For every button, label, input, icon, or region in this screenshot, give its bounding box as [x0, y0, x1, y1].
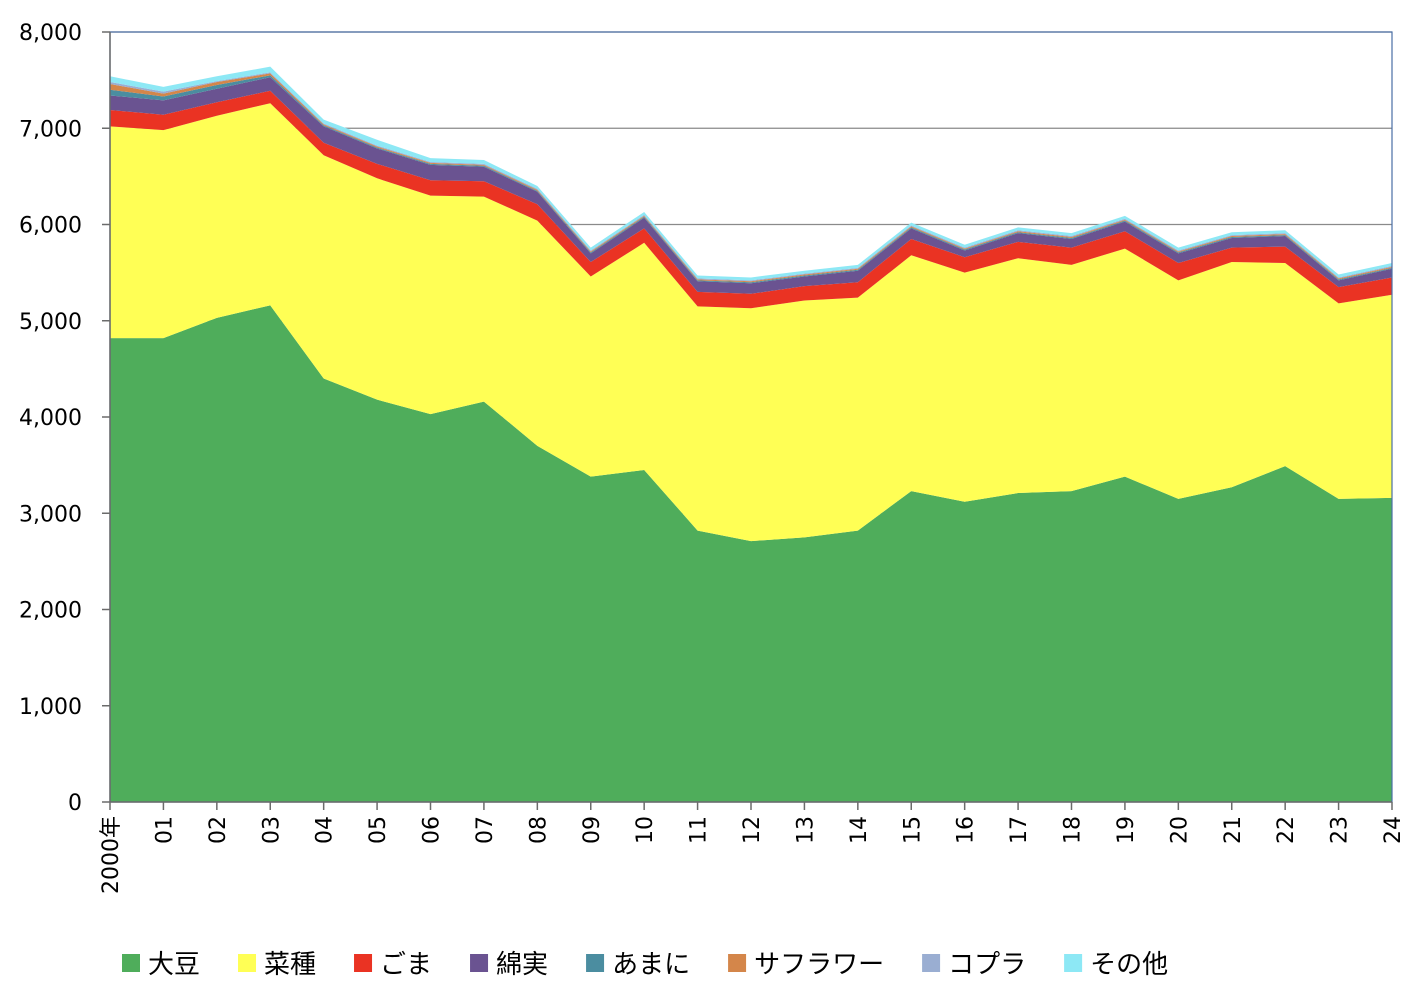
legend-label: 大豆 [148, 950, 200, 980]
legend-swatch [354, 954, 373, 972]
y-tick-label: 4,000 [19, 406, 82, 431]
x-tick-label: 23 [1328, 816, 1353, 844]
legend-label: あまに [612, 950, 690, 980]
y-tick-label: 3,000 [19, 502, 82, 527]
x-tick-label: 07 [473, 816, 498, 844]
y-tick-label: 8,000 [19, 21, 82, 46]
x-tick-label: 19 [1114, 816, 1139, 844]
area-series-1 [110, 305, 1392, 802]
legend-label: その他 [1090, 950, 1168, 980]
series-areas [110, 66, 1392, 802]
x-tick-label: 08 [526, 816, 551, 844]
axes [102, 31, 1393, 810]
y-tick-labels: 0 1,000 2,000 3,000 4,000 5,000 6,000 7,000 8,00… [19, 21, 82, 816]
y-tick-label: 0 [68, 791, 82, 816]
x-tick-label: 03 [259, 816, 284, 844]
x-tick-label: 17 [1007, 816, 1032, 844]
legend-label: サフラワー [754, 950, 884, 980]
x-tick-label: 16 [954, 816, 979, 844]
x-tick-labels: 2000年 01 02 03 04 05 06 07 08 09 10 11 12 13 14 15 16 17 1… [99, 816, 1406, 894]
x-tick-label: 24 [1381, 816, 1406, 844]
legend-label: 綿実 [496, 950, 548, 980]
legend-label: 菜種 [264, 950, 316, 980]
legend-swatch [122, 954, 140, 972]
x-tick-label: 13 [793, 816, 818, 844]
x-tick-label: 10 [633, 816, 658, 844]
y-tick-label: 5,000 [19, 310, 82, 335]
legend-swatch [1064, 954, 1083, 972]
x-tick-label: 2000年 [99, 816, 124, 894]
x-tick-label: 22 [1274, 816, 1299, 844]
x-tick-label: 12 [740, 816, 765, 844]
legend-swatch [728, 954, 747, 972]
area-series-4 [110, 77, 1392, 294]
x-tick-label: 02 [206, 816, 231, 844]
x-tick-label: 15 [900, 816, 925, 844]
x-tick-label: 20 [1167, 816, 1192, 844]
legend-swatch [586, 954, 605, 972]
x-tick-label: 21 [1221, 816, 1246, 844]
x-tick-label: 09 [580, 816, 605, 844]
y-tick-label: 6,000 [19, 214, 82, 239]
legend-swatch [238, 954, 257, 972]
legend: 大豆 菜種 ごま 綿実 あまに サフラワー コプラ その他 [122, 950, 1168, 980]
x-tick-label: 05 [366, 816, 391, 844]
area-series-2 [110, 103, 1392, 542]
legend-swatch [470, 954, 489, 972]
legend-label: ごま [380, 950, 432, 980]
x-tick-label: 01 [152, 816, 177, 844]
y-tick-label: 2,000 [19, 599, 82, 624]
x-tick-label: 06 [420, 816, 445, 844]
y-tick-label: 1,000 [19, 695, 82, 720]
y-tick-label: 7,000 [19, 117, 82, 142]
legend-label: コプラ [948, 950, 1026, 980]
x-tick-label: 14 [847, 816, 872, 844]
x-tick-label: 04 [313, 816, 338, 844]
x-tick-label: 18 [1061, 816, 1086, 844]
x-tick-label: 11 [687, 816, 712, 844]
legend-swatch [922, 954, 941, 972]
area-series-3 [110, 90, 1392, 309]
